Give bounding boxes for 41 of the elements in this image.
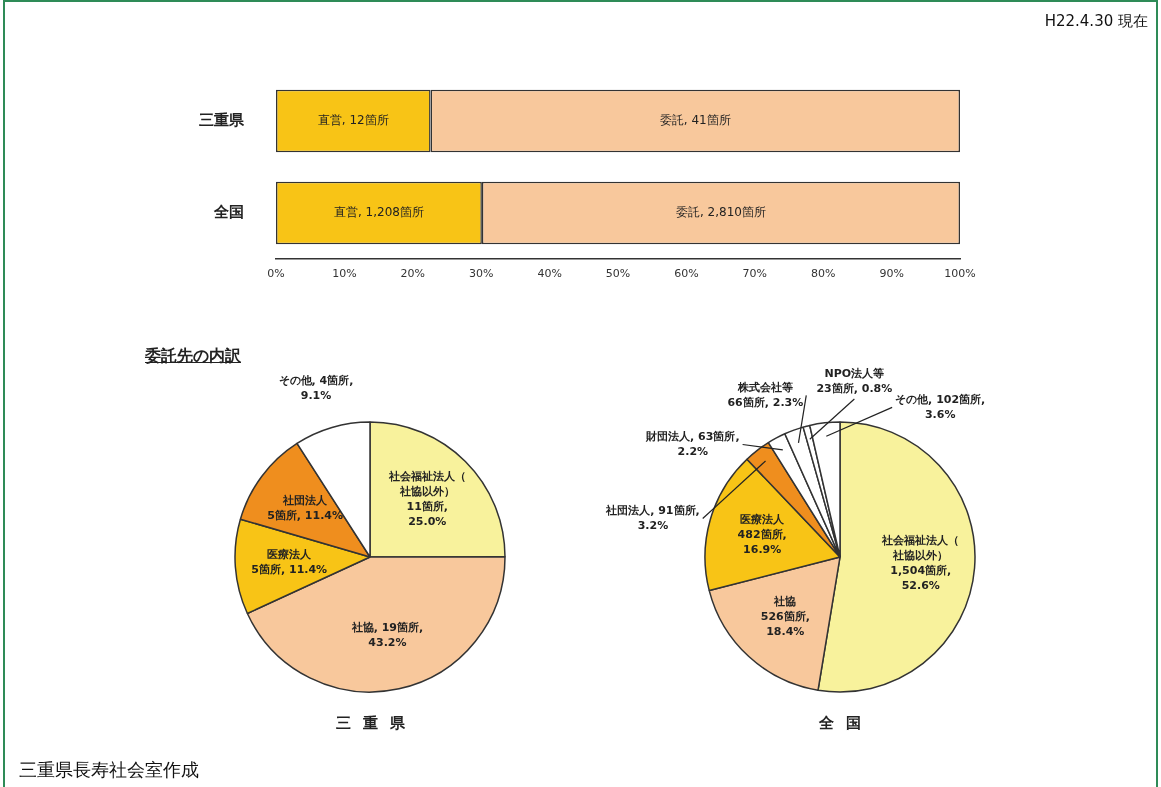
annotation: 直営, 12箇所 <box>317 113 389 128</box>
text: 全国 <box>818 714 874 733</box>
data-label: 1,504箇所, 52.6% <box>890 563 952 592</box>
x-tick-label: 90% <box>879 267 904 281</box>
x-tick-label: 10% <box>332 267 357 281</box>
x-tick-label: 70% <box>742 267 768 281</box>
data-label: 5箇所, 11.4% <box>251 563 328 577</box>
slice-label: 社団法人, 91箇所, 3.2% <box>605 503 700 532</box>
annotation: 委託, 2,810箇所 <box>675 205 766 220</box>
x-tick-label: 20% <box>400 267 426 281</box>
data-label: 66箇所, 2.3% <box>727 395 804 409</box>
text: H22.4.30 現在 <box>1044 12 1148 31</box>
slice-label: その他, 102箇所, 3.6% <box>895 392 986 421</box>
chart-title: 委託先の内訳 <box>145 346 241 367</box>
annotation: 委託, 41箇所 <box>659 113 731 128</box>
data-label: 23箇所, 0.8% <box>816 382 893 396</box>
slice-label: 社協 <box>773 594 797 608</box>
x-tick-label: 60% <box>674 267 699 281</box>
slice-label: 株式会社等 <box>736 380 793 394</box>
x-tick-label: 40% <box>537 267 562 281</box>
slice-label: その他, 4箇所, 9.1% <box>278 373 354 402</box>
x-tick-label: 100% <box>944 267 976 281</box>
slice-label: 社協, 19箇所, 43.2% <box>350 621 424 650</box>
x-tick-label: 30% <box>468 267 494 281</box>
slice-label: 社会福祉法人（社協以外） <box>387 470 466 499</box>
data-label: 5箇所, 11.4% <box>267 508 344 522</box>
text: 三重県 <box>334 714 418 733</box>
data-label: 526箇所, 18.4% <box>760 609 810 638</box>
slice-label: 財団法人, 63箇所, 2.2% <box>645 429 740 458</box>
data-label: 482箇所, 16.9% <box>737 527 787 556</box>
slice-label: 医療法人 <box>267 548 313 562</box>
slice-label: 医療法人 <box>740 512 786 526</box>
text: 三重県長寿社会室作成 <box>19 758 199 782</box>
slice-label: NPO法人等 <box>824 367 885 381</box>
slice-label: 社会福祉法人（社協以外） <box>881 533 960 562</box>
annotation: 直営, 1,208箇所 <box>333 205 424 220</box>
slice-label: 社団法人 <box>282 493 329 507</box>
data-label: 11箇所, 25.0% <box>406 500 448 529</box>
x-tick-label: 50% <box>605 267 631 281</box>
x-tick-label: 80% <box>810 267 836 281</box>
x-tick-label: 0% <box>267 267 285 281</box>
